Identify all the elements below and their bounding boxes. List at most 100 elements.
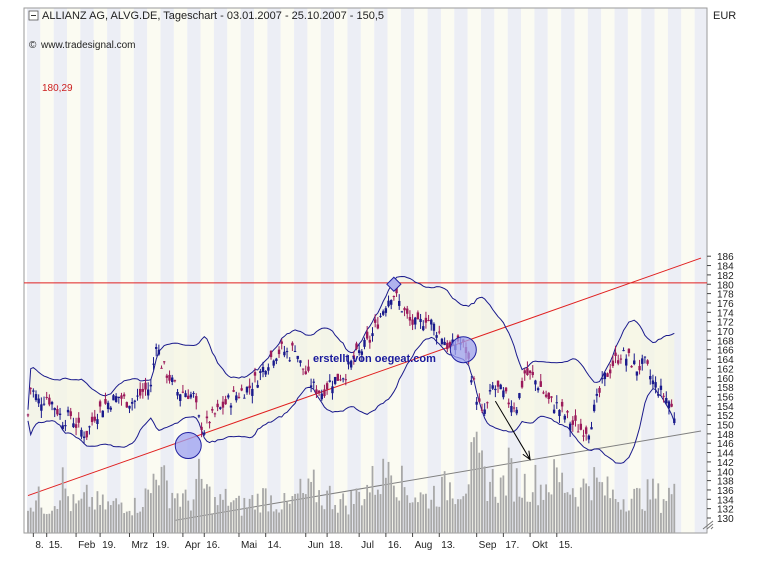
y-tick-label: 152 xyxy=(717,411,734,422)
candle-body xyxy=(80,429,83,437)
volume-bar xyxy=(112,500,115,533)
candle-body xyxy=(205,416,209,419)
week-stripe xyxy=(267,8,281,533)
volume-bar xyxy=(48,513,51,533)
candle-body xyxy=(106,402,110,410)
x-tick-label: 17. xyxy=(505,540,519,551)
candle-body xyxy=(446,342,449,350)
y-tick-label: 184 xyxy=(717,262,734,273)
candle-body xyxy=(488,390,492,392)
circle-marker xyxy=(449,336,477,364)
candle-body xyxy=(245,386,249,393)
volume-bar xyxy=(179,506,182,533)
candle-body xyxy=(539,381,542,387)
volume-bar xyxy=(411,502,414,533)
volume-bar xyxy=(625,511,628,533)
y-tick-label: 174 xyxy=(717,308,734,319)
candle-body xyxy=(416,312,420,320)
candle-body xyxy=(526,368,529,375)
volume-bar xyxy=(395,497,398,533)
volume-bar xyxy=(473,437,475,533)
volume-bar xyxy=(617,502,620,533)
candle-body xyxy=(523,370,526,374)
volume-bar xyxy=(526,501,529,533)
candle-body xyxy=(32,390,35,392)
candle-body xyxy=(649,376,652,380)
volume-bar xyxy=(320,505,323,533)
volume-bar xyxy=(40,507,43,533)
y-tick-label: 180 xyxy=(717,280,734,291)
volume-bar xyxy=(259,512,262,533)
week-stripe xyxy=(467,8,482,533)
volume-bar xyxy=(262,488,264,533)
candle-body xyxy=(491,385,494,389)
candle-body xyxy=(544,394,548,397)
volume-bar xyxy=(665,500,668,533)
candle-body xyxy=(336,373,339,381)
week-stripe xyxy=(347,8,361,533)
resize-grip-icon[interactable] xyxy=(702,520,714,530)
volume-bar xyxy=(235,498,238,533)
x-tick-label: 19. xyxy=(102,540,116,551)
week-stripe xyxy=(574,8,588,533)
candle-body xyxy=(480,409,484,411)
volume-bar xyxy=(451,498,454,533)
candle-body xyxy=(149,384,153,387)
volume-bar xyxy=(163,465,166,533)
volume-bar xyxy=(627,510,630,533)
candle-body xyxy=(440,338,444,345)
y-tick-label: 176 xyxy=(717,299,734,310)
volume-bar xyxy=(206,484,208,533)
candle-body xyxy=(438,331,441,333)
candle-body xyxy=(173,380,177,382)
volume-bar xyxy=(433,485,435,533)
bollinger-bands xyxy=(27,275,675,464)
candle-body xyxy=(552,409,556,414)
candle-body xyxy=(598,387,601,393)
volume-bar xyxy=(614,498,617,533)
candle-body xyxy=(627,348,631,353)
volume-bar xyxy=(80,498,83,533)
volume-bar xyxy=(419,492,422,533)
candle-body xyxy=(403,308,406,311)
candle-body xyxy=(571,420,575,425)
volume-bar xyxy=(267,511,270,533)
candle-body xyxy=(651,380,655,385)
volume-bar xyxy=(582,478,585,533)
lower-band-line xyxy=(27,336,675,464)
x-tick-label: 16. xyxy=(206,540,220,551)
candle-body xyxy=(208,421,211,424)
candle-body xyxy=(622,350,625,352)
x-tick-label: Sep xyxy=(479,540,497,551)
candle-body xyxy=(504,387,508,392)
candle-body xyxy=(152,363,155,365)
volume-bar xyxy=(254,509,256,533)
candle-body xyxy=(398,300,401,306)
candle-body xyxy=(109,407,112,410)
volume-bar xyxy=(368,492,371,533)
volume-bar xyxy=(344,505,347,533)
candle-body xyxy=(555,402,558,404)
volume-bar xyxy=(360,505,363,533)
volume-bar xyxy=(246,507,248,533)
source-label: www.tradesignal.com xyxy=(40,40,135,51)
candle-body xyxy=(112,395,115,401)
volume-bar xyxy=(467,484,470,533)
volume-bar xyxy=(435,506,438,533)
y-tick-label: 140 xyxy=(717,467,734,478)
candle-body xyxy=(587,435,591,440)
volume-bar xyxy=(660,512,662,533)
candle-body xyxy=(344,379,348,381)
volume-bar xyxy=(438,506,441,533)
volume-bar xyxy=(77,500,80,533)
y-tick-label: 172 xyxy=(717,318,734,329)
volume-bar xyxy=(104,509,107,533)
candle-body xyxy=(77,417,80,423)
candle-body xyxy=(269,350,273,358)
price-candles xyxy=(26,283,676,444)
week-stripe xyxy=(387,8,401,533)
candle-body xyxy=(592,404,596,412)
week-stripe xyxy=(587,8,602,533)
candle-body xyxy=(165,375,169,378)
week-stripe xyxy=(507,8,522,533)
